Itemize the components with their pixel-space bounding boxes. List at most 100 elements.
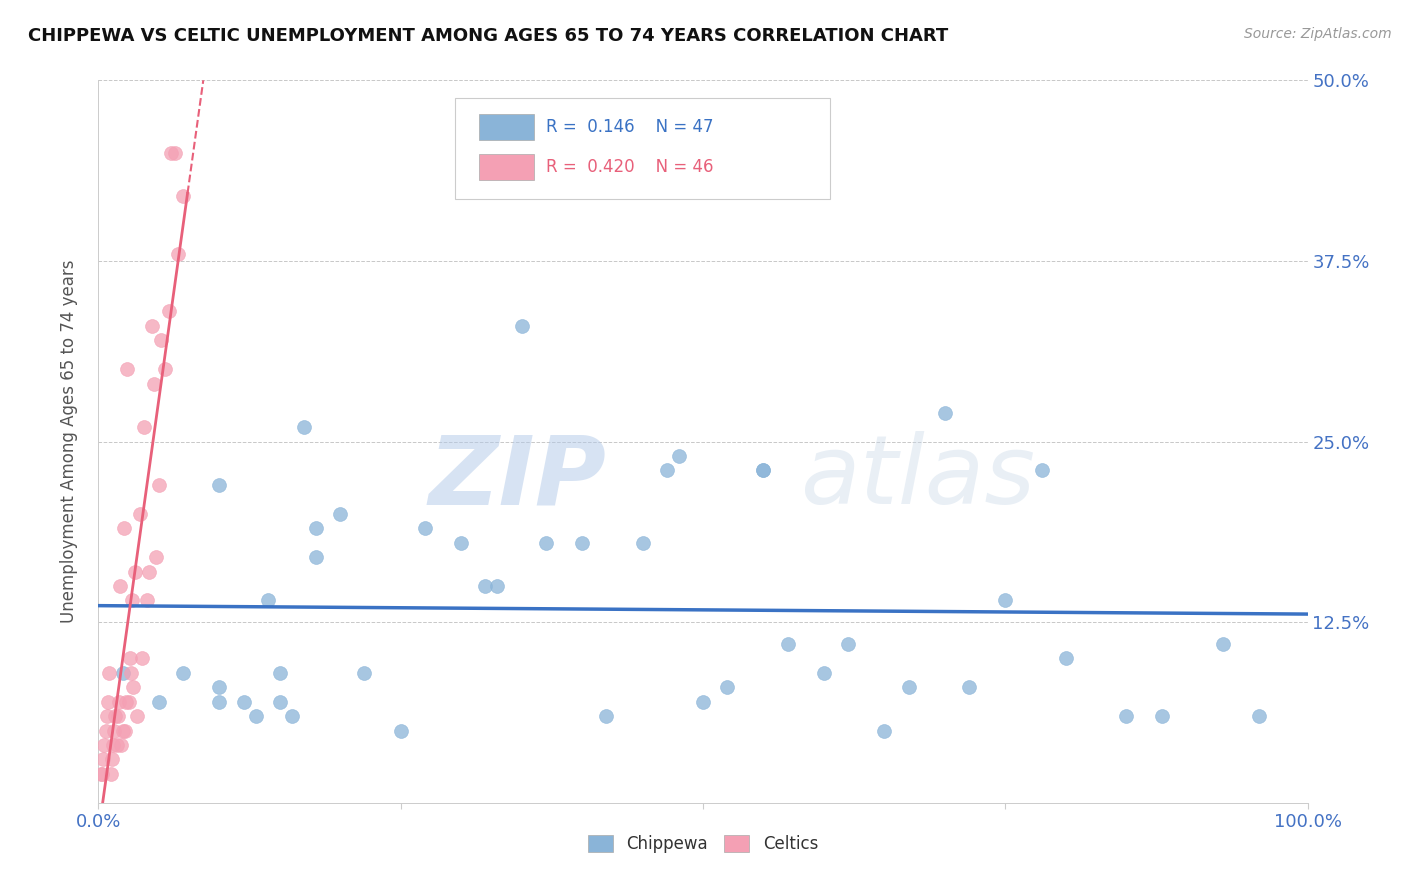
Point (1115, 709, 1137, 723)
FancyBboxPatch shape (456, 98, 830, 200)
Point (281, 709, 304, 723)
Point (1031, 463, 1053, 477)
Point (752, 463, 775, 477)
Point (110, 738, 132, 752)
Text: CHIPPEWA VS CELTIC UNEMPLOYMENT AMONG AGES 65 TO 74 YEARS CORRELATION CHART: CHIPPEWA VS CELTIC UNEMPLOYMENT AMONG AG… (28, 27, 949, 45)
Point (93, 738, 115, 752)
Point (329, 507, 352, 521)
Point (994, 593, 1017, 607)
Point (104, 709, 127, 723)
Point (655, 463, 678, 477)
Point (631, 535, 654, 549)
Point (595, 709, 617, 723)
Point (668, 449, 690, 463)
Point (474, 579, 496, 593)
Point (127, 709, 149, 723)
Point (510, 318, 533, 333)
Point (117, 362, 139, 376)
Point (897, 680, 920, 694)
Point (96, 709, 118, 723)
Point (103, 723, 125, 738)
Point (97, 695, 120, 709)
Point (153, 362, 176, 376)
Text: atlas: atlas (800, 431, 1035, 524)
Point (1152, 709, 1174, 723)
Point (208, 478, 231, 492)
Point (305, 521, 328, 535)
Text: ZIP: ZIP (429, 431, 606, 524)
Point (692, 695, 714, 709)
Point (157, 304, 180, 318)
Point (245, 709, 267, 723)
Point (873, 723, 896, 738)
Point (148, 478, 170, 492)
Text: R =  0.146    N = 47: R = 0.146 N = 47 (546, 119, 713, 136)
Point (114, 723, 136, 738)
Point (131, 651, 153, 665)
Bar (479, 114, 534, 140)
Point (172, 189, 194, 203)
Point (122, 680, 145, 694)
Point (141, 318, 163, 333)
Point (111, 665, 134, 680)
Point (269, 695, 291, 709)
Point (389, 723, 412, 738)
Bar (479, 154, 534, 180)
Point (305, 550, 328, 565)
Point (776, 637, 799, 651)
Point (138, 565, 160, 579)
Point (232, 695, 254, 709)
Point (98, 665, 121, 680)
Point (934, 406, 956, 420)
Point (752, 463, 775, 477)
Point (134, 420, 156, 434)
Point (90, 767, 112, 781)
Point (813, 665, 835, 680)
Point (112, 521, 135, 535)
Point (101, 738, 124, 752)
Point (91, 752, 114, 766)
Point (571, 535, 593, 549)
Point (160, 145, 183, 160)
Text: Source: ZipAtlas.com: Source: ZipAtlas.com (1244, 27, 1392, 41)
Point (120, 665, 142, 680)
Legend: Chippewa, Celtics: Chippewa, Celtics (581, 828, 825, 860)
Point (256, 593, 278, 607)
Point (91, 767, 114, 781)
Point (1249, 709, 1271, 723)
Point (208, 695, 231, 709)
Point (150, 334, 173, 348)
Point (957, 680, 980, 694)
Point (716, 680, 738, 694)
Point (167, 246, 190, 260)
Point (269, 665, 291, 680)
Point (118, 695, 141, 709)
Point (100, 752, 122, 766)
Point (292, 420, 315, 434)
Point (450, 535, 472, 549)
Point (837, 637, 859, 651)
Point (1212, 637, 1234, 651)
Point (486, 579, 509, 593)
Point (1054, 651, 1077, 665)
Point (121, 593, 143, 607)
Point (172, 665, 194, 680)
Point (128, 507, 150, 521)
Text: R =  0.420    N = 46: R = 0.420 N = 46 (546, 158, 713, 176)
Point (108, 579, 131, 593)
Point (107, 709, 129, 723)
Point (143, 376, 166, 391)
Point (208, 680, 231, 694)
Point (124, 565, 146, 579)
Point (148, 695, 170, 709)
Point (534, 535, 557, 549)
Point (145, 550, 167, 565)
Point (108, 695, 131, 709)
Point (105, 738, 128, 752)
Point (353, 665, 375, 680)
Point (118, 651, 141, 665)
Point (94, 723, 117, 738)
Y-axis label: Unemployment Among Ages 65 to 74 years: Unemployment Among Ages 65 to 74 years (59, 260, 77, 624)
Point (111, 723, 134, 738)
Point (135, 593, 157, 607)
